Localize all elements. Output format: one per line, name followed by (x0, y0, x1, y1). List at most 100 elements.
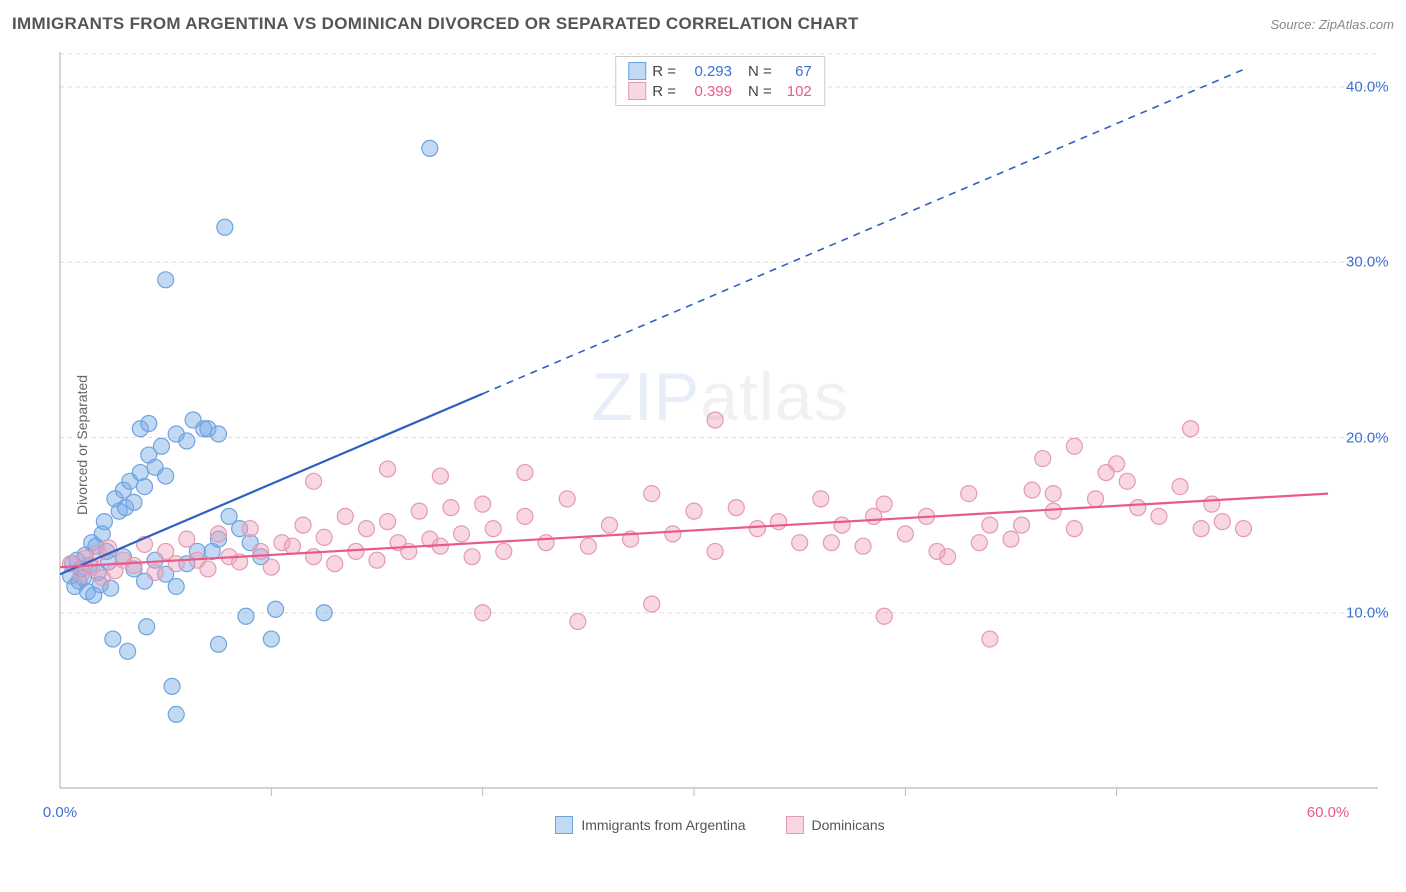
scatter-point (105, 631, 121, 647)
scatter-point (517, 465, 533, 481)
scatter-point (316, 529, 332, 545)
r-value: 0.399 (682, 83, 732, 100)
scatter-point (316, 605, 332, 621)
y-axis-label: Divorced or Separated (74, 375, 90, 515)
scatter-point (263, 559, 279, 575)
scatter-point (982, 631, 998, 647)
scatter-point (179, 531, 195, 547)
legend-swatch (786, 816, 804, 834)
scatter-point (971, 535, 987, 551)
scatter-point (454, 526, 470, 542)
scatter-point (1003, 531, 1019, 547)
scatter-point (749, 521, 765, 537)
scatter-point (141, 416, 157, 432)
chart-title: IMMIGRANTS FROM ARGENTINA VS DOMINICAN D… (12, 14, 859, 34)
legend-label: Immigrants from Argentina (581, 817, 745, 833)
stats-legend-row: R =0.399N =102 (628, 81, 812, 101)
scatter-point (823, 535, 839, 551)
stats-legend-row: R =0.293N =67 (628, 61, 812, 81)
y-tick-label: 30.0% (1346, 254, 1389, 271)
n-value: 102 (778, 83, 812, 100)
scatter-point (164, 678, 180, 694)
scatter-point (168, 578, 184, 594)
scatter-point (961, 486, 977, 502)
scatter-point (464, 549, 480, 565)
scatter-point (517, 508, 533, 524)
scatter-point (644, 486, 660, 502)
scatter-point (306, 473, 322, 489)
scatter-point (876, 608, 892, 624)
scatter-point (475, 605, 491, 621)
chart-header: IMMIGRANTS FROM ARGENTINA VS DOMINICAN D… (12, 8, 1394, 40)
legend-swatch (555, 816, 573, 834)
scatter-point (200, 561, 216, 577)
scatter-point (1172, 479, 1188, 495)
scatter-point (1193, 521, 1209, 537)
legend-item: Immigrants from Argentina (555, 816, 745, 834)
scatter-point (1214, 514, 1230, 530)
legend-swatch (628, 82, 646, 100)
scatter-point (158, 272, 174, 288)
scatter-point (1045, 503, 1061, 519)
scatter-point (253, 543, 269, 559)
scatter-point (707, 412, 723, 428)
plot-wrapper: Divorced or Separated ZIPatlas R =0.293N… (48, 48, 1392, 842)
scatter-point (263, 631, 279, 647)
scatter-point (601, 517, 617, 533)
stats-legend: R =0.293N =67R =0.399N =102 (615, 56, 825, 106)
scatter-point (475, 496, 491, 512)
n-value: 67 (778, 63, 812, 80)
scatter-point (139, 619, 155, 635)
legend-swatch (628, 62, 646, 80)
series-legend: Immigrants from Argentina Dominicans (48, 816, 1392, 834)
scatter-point (1119, 473, 1135, 489)
scatter-point (644, 596, 660, 612)
r-value: 0.293 (682, 63, 732, 80)
scatter-point (929, 543, 945, 559)
scatter-point (792, 535, 808, 551)
scatter-point (120, 643, 136, 659)
scatter-point (538, 535, 554, 551)
scatter-point (1045, 486, 1061, 502)
scatter-point (686, 503, 702, 519)
scatter-point (295, 517, 311, 533)
scatter-point (137, 479, 153, 495)
scatter-point (665, 526, 681, 542)
scatter-point (432, 468, 448, 484)
scatter-point (1014, 517, 1030, 533)
y-tick-label: 10.0% (1346, 604, 1389, 621)
scatter-point (707, 543, 723, 559)
scatter-point (284, 538, 300, 554)
scatter-point (866, 508, 882, 524)
scatter-point (1024, 482, 1040, 498)
scatter-point (168, 556, 184, 572)
scatter-point (1035, 451, 1051, 467)
scatter-point (380, 461, 396, 477)
scatter-point (238, 608, 254, 624)
scatter-point (855, 538, 871, 554)
scatter-point (443, 500, 459, 516)
scatter-point (728, 500, 744, 516)
scatter-point (813, 491, 829, 507)
legend-item: Dominicans (786, 816, 885, 834)
y-tick-label: 20.0% (1346, 429, 1389, 446)
scatter-point (179, 433, 195, 449)
scatter-point (1183, 421, 1199, 437)
scatter-point (834, 517, 850, 533)
chart-source: Source: ZipAtlas.com (1270, 17, 1394, 32)
scatter-point (242, 521, 258, 537)
scatter-point (1130, 500, 1146, 516)
legend-label: Dominicans (812, 817, 885, 833)
scatter-point (158, 468, 174, 484)
scatter-point (337, 508, 353, 524)
scatter-point (1066, 521, 1082, 537)
scatter-point (369, 552, 385, 568)
scatter-point (1066, 438, 1082, 454)
scatter-point (126, 494, 142, 510)
scatter-point (168, 706, 184, 722)
scatter-point (411, 503, 427, 519)
scatter-point (147, 564, 163, 580)
scatter-point (1204, 496, 1220, 512)
scatter-point (126, 557, 142, 573)
scatter-point (1235, 521, 1251, 537)
